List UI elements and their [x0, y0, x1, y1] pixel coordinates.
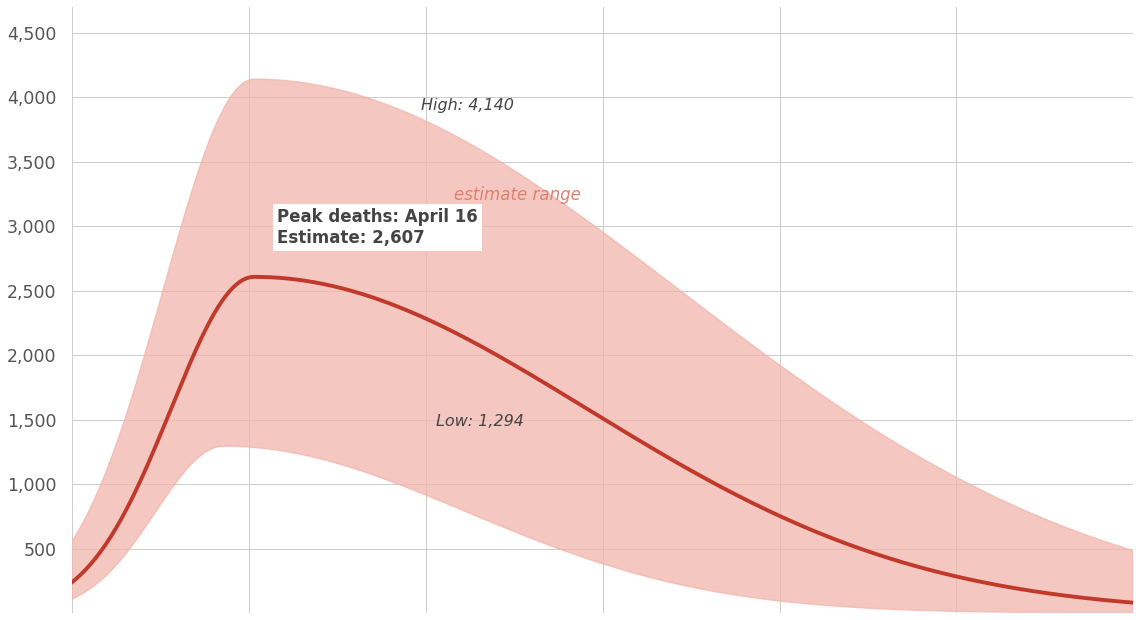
Text: Peak deaths: April 16
Estimate: 2,607: Peak deaths: April 16 Estimate: 2,607: [277, 208, 478, 247]
Text: Low: 1,294: Low: 1,294: [437, 414, 524, 429]
Text: estimate range: estimate range: [454, 187, 581, 205]
Text: High: 4,140: High: 4,140: [421, 98, 514, 113]
